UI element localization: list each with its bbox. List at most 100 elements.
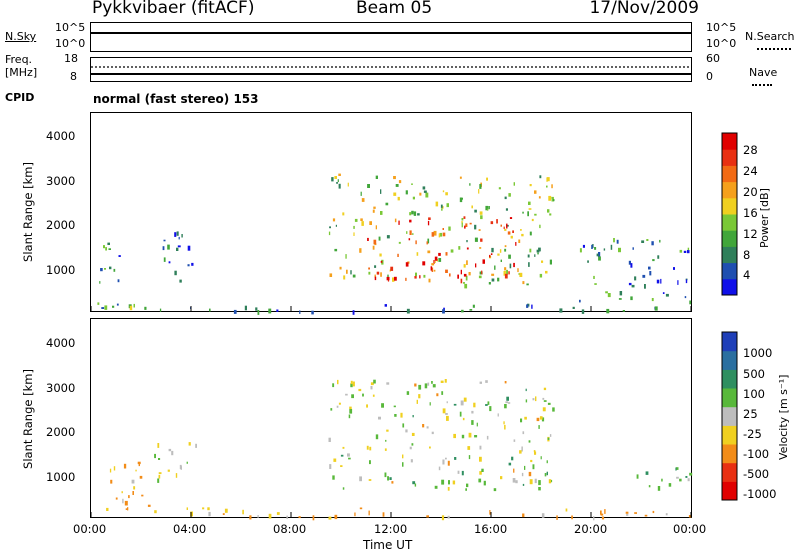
- range-time-cell: [461, 470, 464, 476]
- colorbar-swatch: [722, 462, 737, 482]
- range-time-cell: [257, 310, 260, 315]
- range-time-cell: [335, 224, 337, 227]
- range-time-cell: [276, 309, 279, 312]
- range-time-cell: [457, 470, 460, 474]
- range-time-cell: [546, 460, 548, 464]
- range-time-cell: [394, 414, 397, 417]
- colorbar-swatch: [722, 133, 737, 150]
- range-time-cell: [435, 201, 439, 207]
- range-time-cell: [528, 471, 532, 477]
- range-time-cell: [559, 308, 563, 313]
- range-time-cell: [461, 434, 465, 439]
- range-time-cell: [600, 513, 604, 516]
- range-time-cell: [513, 182, 515, 186]
- range-time-cell: [491, 247, 494, 253]
- range-time-cell: [463, 264, 466, 268]
- range-time-cell: [464, 283, 468, 289]
- range-time-cell: [109, 266, 112, 270]
- nsky-right-tick-bottom: 10^0: [706, 37, 737, 50]
- range-time-cell: [138, 463, 140, 467]
- range-time-cell: [369, 446, 372, 451]
- range-time-cell: [391, 481, 394, 484]
- range-time-cell: [384, 448, 387, 451]
- range-time-cell: [656, 279, 660, 284]
- range-time-cell: [661, 478, 663, 482]
- range-time-cell: [541, 513, 545, 518]
- range-time-cell: [416, 399, 418, 404]
- range-time-cell: [359, 248, 362, 253]
- range-time-cell: [394, 218, 397, 223]
- range-time-cell: [651, 298, 654, 302]
- range-time-cell: [504, 248, 507, 252]
- range-time-cell: [652, 259, 655, 262]
- colorbar-swatch: [722, 425, 737, 445]
- range-time-cell: [556, 515, 558, 520]
- velocity-cb-tick-1000: 1000: [743, 346, 773, 360]
- range-time-cell: [630, 263, 633, 268]
- range-time-cell: [579, 248, 582, 253]
- range-time-cell: [632, 247, 634, 250]
- range-time-cell: [157, 478, 160, 483]
- power-cb-tick-8: 8: [743, 248, 751, 262]
- range-time-cell: [411, 210, 414, 215]
- range-time-cell: [222, 513, 225, 515]
- range-time-cell: [660, 278, 662, 284]
- range-time-cell: [337, 379, 339, 385]
- range-time-cell: [338, 183, 341, 189]
- range-time-cell: [128, 495, 130, 499]
- xlabel: Time UT: [363, 538, 413, 552]
- range-time-cell: [689, 300, 692, 305]
- range-time-cell: [118, 255, 121, 257]
- range-time-cell: [600, 510, 602, 515]
- range-time-cell: [668, 483, 672, 487]
- range-time-cell: [431, 381, 433, 384]
- range-time-cell: [386, 382, 390, 385]
- range-time-cell: [504, 228, 507, 231]
- range-time-cell: [685, 476, 688, 478]
- range-time-cell: [469, 222, 472, 225]
- range-time-cell: [511, 456, 514, 461]
- range-time-cell: [460, 269, 462, 275]
- range-time-cell: [471, 420, 474, 425]
- range-time-cell: [389, 477, 392, 480]
- nave-tick-top: 60: [706, 52, 720, 65]
- range-time-cell: [508, 271, 510, 275]
- nsky-right-tick-top: 10^5: [706, 21, 737, 34]
- power-ytick-1000: 1000: [46, 263, 76, 277]
- range-time-cell: [336, 182, 338, 184]
- range-time-cell: [571, 515, 573, 520]
- range-time-cell: [591, 244, 593, 249]
- range-time-cell: [459, 197, 463, 203]
- range-time-cell: [412, 233, 414, 235]
- range-time-cell: [340, 454, 344, 457]
- range-time-cell: [373, 379, 376, 384]
- range-time-cell: [368, 510, 370, 516]
- range-time-cell: [461, 218, 464, 221]
- range-time-cell: [442, 309, 445, 314]
- range-time-cell: [679, 249, 683, 253]
- colorbar-swatch: [722, 444, 737, 464]
- colorbar-swatch: [722, 214, 737, 231]
- range-time-cell: [478, 275, 482, 279]
- range-time-cell: [491, 278, 495, 282]
- xtick-3: 12:00: [374, 522, 408, 536]
- range-time-cell: [416, 252, 419, 256]
- range-time-cell: [414, 383, 417, 387]
- range-time-cell: [522, 483, 525, 486]
- range-time-cell: [387, 274, 389, 278]
- range-time-cell: [209, 308, 211, 312]
- range-time-cell: [688, 515, 692, 518]
- range-time-cell: [162, 246, 165, 251]
- colorbar-swatch: [722, 406, 737, 426]
- cpid-text: normal (fast stereo) 153: [93, 92, 259, 106]
- range-time-cell: [644, 284, 646, 289]
- range-time-cell: [446, 415, 449, 421]
- range-time-cell: [414, 276, 417, 279]
- range-time-cell: [485, 205, 489, 211]
- range-time-cell: [454, 457, 457, 460]
- range-time-cell: [453, 403, 457, 406]
- range-time-cell: [517, 268, 519, 273]
- range-time-cell: [100, 268, 103, 272]
- range-time-cell: [411, 432, 415, 436]
- range-time-cell: [112, 305, 115, 308]
